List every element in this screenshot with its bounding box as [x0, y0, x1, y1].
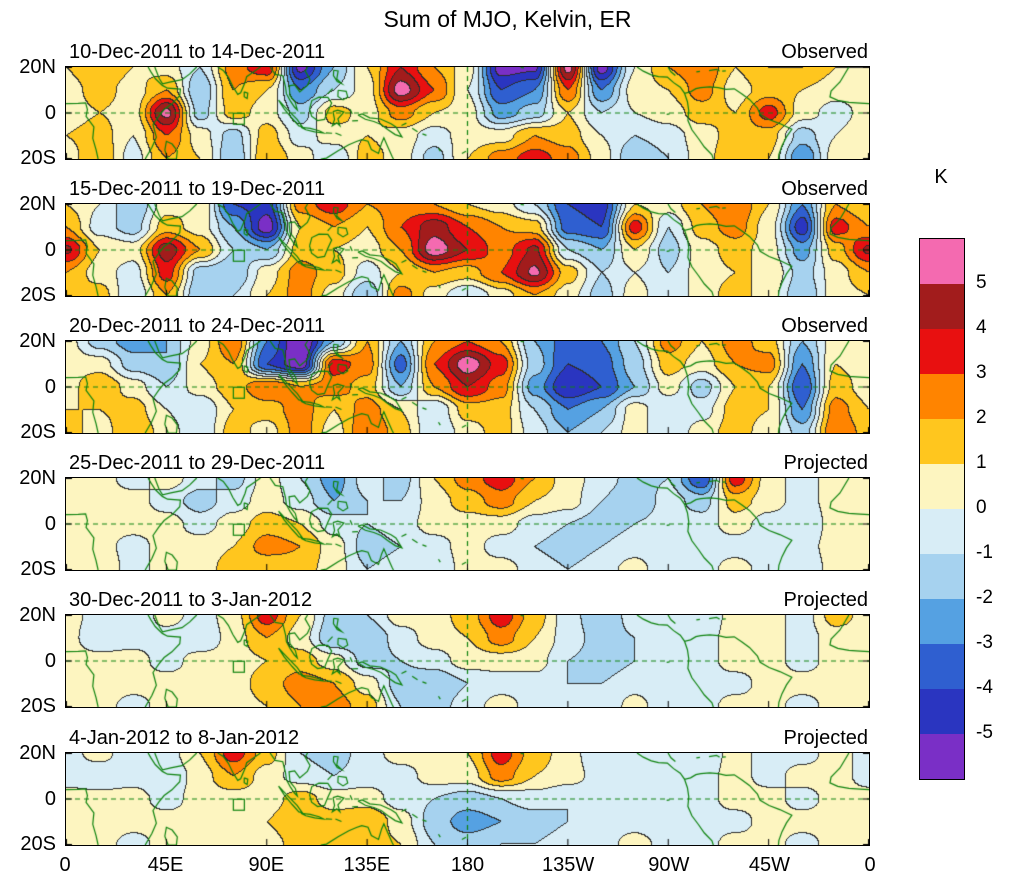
colorbar-cell [920, 284, 964, 329]
panel-status-label: Observed [781, 178, 868, 200]
panel-4-header: 25-Dec-2011 to 29-Dec-2011 Projected [65, 451, 870, 475]
y-tick-label: 20S [20, 558, 56, 580]
panel-date-range: 15-Dec-2011 to 19-Dec-2011 [69, 178, 326, 200]
x-tick-label: 135E [343, 854, 391, 876]
contour-map-canvas [66, 341, 869, 433]
panel-2-plot: 20N 0 20S [19, 193, 870, 306]
y-tick-label: 20N [19, 604, 56, 626]
contour-map-canvas [66, 67, 869, 159]
contour-map-canvas [66, 753, 869, 845]
colorbar-cell [920, 599, 964, 644]
y-tick-label: 20S [20, 421, 56, 443]
y-tick-label: 0 [44, 788, 56, 810]
colorbar-tick-label: -1 [976, 542, 993, 563]
colorbar-cell [920, 644, 964, 689]
colorbar-cell [920, 509, 964, 554]
x-tick-label: 180 [450, 854, 485, 876]
y-tick-label: 0 [44, 513, 56, 535]
panel-3: 20-Dec-2011 to 24-Dec-2011 Observed 20N … [19, 315, 870, 443]
y-tick-label: 20S [20, 833, 56, 855]
panel-3-plot: 20N 0 20S [19, 330, 870, 443]
y-tick-label: 20N [19, 742, 56, 764]
panel-5: 30-Dec-2011 to 3-Jan-2012 Projected 20N … [19, 589, 870, 717]
y-tick-label: 0 [44, 102, 56, 124]
colorbar-tick-label: -4 [976, 677, 993, 698]
colorbar-cell [920, 329, 964, 374]
colorbar-cell [920, 419, 964, 464]
panel-date-range: 20-Dec-2011 to 24-Dec-2011 [69, 315, 326, 337]
x-tick-label: 0 [59, 854, 71, 876]
colorbar-cell [920, 239, 964, 284]
panel-3-header: 20-Dec-2011 to 24-Dec-2011 Observed [65, 314, 870, 338]
x-tick-label: 90W [648, 854, 690, 876]
colorbar-tick-label: 3 [976, 362, 987, 383]
panel-date-range: 30-Dec-2011 to 3-Jan-2012 [69, 589, 313, 611]
colorbar-tick-label: -2 [976, 587, 993, 608]
colorbar-cell [920, 374, 964, 419]
colorbar-tick-label: -3 [976, 632, 993, 653]
panel-5-plot: 20N 0 20S [19, 604, 870, 717]
panel-2-header: 15-Dec-2011 to 19-Dec-2011 Observed [65, 177, 870, 201]
colorbar-tick-label: 4 [976, 317, 987, 338]
panel-date-range: 25-Dec-2011 to 29-Dec-2011 [69, 452, 326, 474]
y-tick-label: 20N [19, 467, 56, 489]
y-tick-label: 0 [44, 376, 56, 398]
panel-1-plot: 20N 0 20S [19, 56, 870, 169]
y-tick-label: 20S [20, 147, 56, 169]
x-tick-label: 135W [541, 854, 595, 876]
panel-status-label: Projected [783, 589, 869, 611]
x-tick-label: 45W [748, 854, 790, 876]
y-tick-label: 20N [19, 56, 56, 78]
panel-1: 10-Dec-2011 to 14-Dec-2011 Observed 20N … [19, 41, 870, 169]
colorbar-tick-label: 1 [976, 452, 987, 473]
panel-4: 25-Dec-2011 to 29-Dec-2011 Projected 20N… [19, 452, 870, 580]
colorbar-cell [920, 734, 964, 779]
y-tick-label: 20S [20, 284, 56, 306]
panel-date-range: 10-Dec-2011 to 14-Dec-2011 [69, 41, 326, 63]
colorbar-tick-label: 2 [976, 407, 987, 428]
figure-title: Sum of MJO, Kelvin, ER [383, 6, 632, 32]
colorbar [919, 238, 965, 780]
colorbar-unit-label: K [934, 166, 948, 188]
x-axis: 0 45E 90E 135E 180 135W 90W 45W 0 [0, 854, 1015, 880]
panel-status-label: Observed [781, 315, 868, 337]
y-tick-label: 20N [19, 330, 56, 352]
panel-6-plot: 20N 0 20S [19, 742, 870, 855]
panel-status-label: Projected [783, 452, 869, 474]
contour-map-canvas [66, 204, 869, 296]
colorbar-cell [920, 689, 964, 734]
x-tick-label: 90E [248, 854, 285, 876]
panel-4-plot: 20N 0 20S [19, 467, 870, 580]
y-tick-label: 20N [19, 193, 56, 215]
colorbar-cell [920, 554, 964, 599]
panel-date-range: 4-Jan-2012 to 8-Jan-2012 [69, 727, 300, 749]
panel-1-header: 10-Dec-2011 to 14-Dec-2011 Observed [65, 40, 870, 64]
x-tick-label: 0 [864, 854, 876, 876]
x-tick-label: 45E [147, 854, 184, 876]
colorbar-tick-label: 5 [976, 272, 987, 293]
y-tick-label: 20S [20, 695, 56, 717]
panel-2: 15-Dec-2011 to 19-Dec-2011 Observed 20N … [19, 178, 870, 306]
panel-status-label: Projected [783, 727, 869, 749]
y-tick-label: 0 [44, 650, 56, 672]
colorbar-tick-label: -5 [976, 722, 993, 743]
contour-map-canvas [66, 615, 869, 707]
colorbar-cell [920, 464, 964, 509]
panel-5-header: 30-Dec-2011 to 3-Jan-2012 Projected [65, 588, 870, 612]
panel-6: 4-Jan-2012 to 8-Jan-2012 Projected 20N 0… [19, 727, 870, 855]
panel-status-label: Observed [781, 41, 868, 63]
y-tick-label: 0 [44, 239, 56, 261]
panel-6-header: 4-Jan-2012 to 8-Jan-2012 Projected [65, 726, 870, 750]
colorbar-tick-label: 0 [976, 497, 987, 518]
contour-map-canvas [66, 478, 869, 570]
